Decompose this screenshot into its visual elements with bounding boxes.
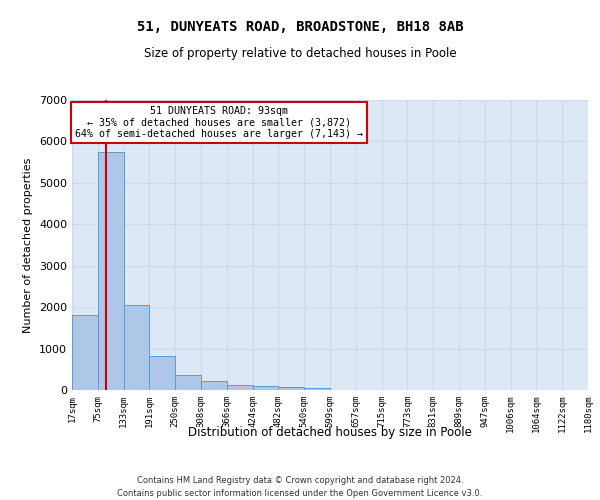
Text: Contains HM Land Registry data © Crown copyright and database right 2024.
Contai: Contains HM Land Registry data © Crown c… xyxy=(118,476,482,498)
Bar xyxy=(98,152,124,390)
Bar xyxy=(253,386,278,390)
Bar xyxy=(149,356,175,390)
Text: 51, DUNYEATS ROAD, BROADSTONE, BH18 8AB: 51, DUNYEATS ROAD, BROADSTONE, BH18 8AB xyxy=(137,20,463,34)
Bar xyxy=(72,316,98,390)
Bar xyxy=(278,386,304,390)
Text: Distribution of detached houses by size in Poole: Distribution of detached houses by size … xyxy=(188,426,472,439)
Bar xyxy=(175,375,201,390)
Bar xyxy=(304,388,330,390)
Bar xyxy=(124,305,149,390)
Text: 51 DUNYEATS ROAD: 93sqm
← 35% of detached houses are smaller (3,872)
64% of semi: 51 DUNYEATS ROAD: 93sqm ← 35% of detache… xyxy=(75,106,363,139)
Bar xyxy=(201,381,227,390)
Y-axis label: Number of detached properties: Number of detached properties xyxy=(23,158,34,332)
Text: Size of property relative to detached houses in Poole: Size of property relative to detached ho… xyxy=(143,48,457,60)
Bar xyxy=(227,384,253,390)
